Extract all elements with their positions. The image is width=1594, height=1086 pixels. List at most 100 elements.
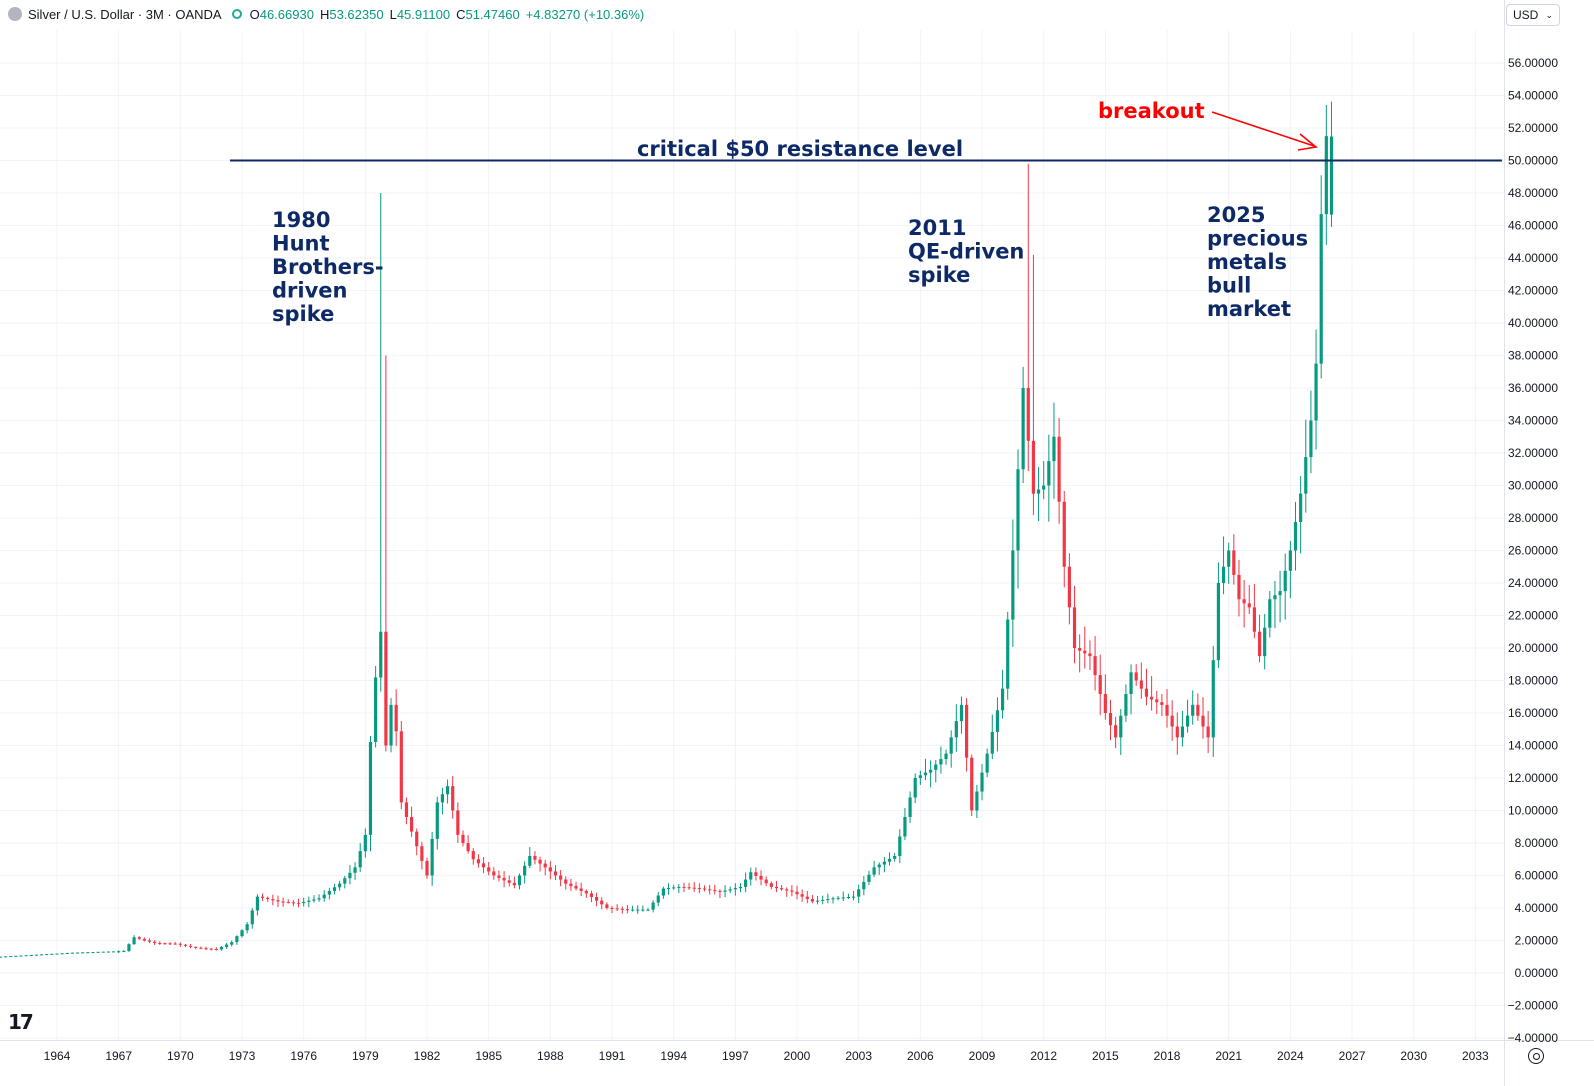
market-status-icon [231,9,242,19]
candle-body [209,948,213,950]
candle-body [975,791,979,811]
candle-body [903,817,907,837]
candle-body [389,704,393,746]
candle-body [1026,388,1030,441]
candle-body [302,901,306,904]
x-tick-label: 1985 [475,1049,502,1063]
gear-icon[interactable] [1528,1048,1544,1064]
candle-body [810,899,815,902]
y-tick-label: 40.00000 [1508,316,1558,330]
y-tick-label: 18.00000 [1508,674,1558,688]
y-tick-label: 6.00000 [1515,869,1559,883]
candle-body [970,757,974,811]
x-tick-label: 2003 [845,1049,872,1063]
candle-body [132,937,136,945]
candle-body [744,879,748,887]
candle-body [826,899,830,901]
candle-body [995,710,1000,732]
candle-body [759,875,763,880]
candle-body [980,772,984,792]
candle-body [497,875,501,878]
candle-body [1000,688,1005,711]
candle-body [147,940,152,942]
candle-body [1139,680,1143,689]
candle-body [780,888,784,890]
candle-body [456,810,460,835]
y-tick-label: 14.00000 [1508,739,1558,753]
candle-body [697,888,701,890]
symbol-title[interactable]: Silver / U.S. Dollar · 3M · OANDA [28,6,222,22]
candle-body [846,897,850,899]
candle-body [1031,440,1036,494]
candle-body [579,888,583,891]
candle-body [4,956,8,958]
candle-body [559,875,563,880]
currency-label: USD [1513,8,1539,22]
x-tick-label: 2021 [1215,1049,1242,1063]
candle-body [286,901,290,903]
candle-body [394,704,398,732]
candle-body [1175,726,1179,738]
candle-body [553,871,558,876]
candle-body [404,802,409,817]
candle-body [1288,550,1292,571]
legend-header: Silver / U.S. Dollar · 3M · OANDA O 46.66… [8,4,644,24]
candle-body [111,951,116,953]
y-tick-label: 50.00000 [1508,154,1558,168]
candle-body [39,954,44,956]
x-tick-label: 2000 [784,1049,811,1063]
currency-selector[interactable]: USD ⌄ [1506,4,1560,26]
tradingview-logo-icon[interactable]: 17 [8,1010,34,1034]
hunt-annotation-text: Hunt [272,232,330,256]
candle-body [296,902,301,904]
y-tick-label: 46.00000 [1508,219,1558,233]
y-tick-label: −4.00000 [1508,1031,1559,1045]
candle-body [523,865,527,876]
candle-body [420,846,424,861]
candle-body [918,775,922,778]
candle-body [1180,726,1185,738]
candle-body [50,953,54,955]
candle-body [1103,694,1107,713]
candle-body [1201,715,1205,727]
y-tick-label: 56.00000 [1508,56,1558,70]
candle-body [595,897,599,901]
y-tick-label: 2.00000 [1515,934,1559,948]
candle-body [194,946,198,948]
candle-body [343,878,347,884]
symbol-icon[interactable] [8,7,22,21]
open-value: 46.66930 [259,6,314,22]
candle-body [1257,631,1262,657]
candle-body [1083,650,1087,654]
candle-body [738,886,743,889]
x-tick-label: 1973 [229,1049,256,1063]
candle-body [749,872,753,880]
y-tick-label: 48.00000 [1508,186,1558,200]
breakout-arrowhead [1297,133,1318,151]
candle-body [307,900,311,902]
candle-body [1191,704,1195,716]
candle-body [1206,726,1210,738]
candle-body [1078,648,1082,651]
x-tick-label: 2012 [1030,1049,1057,1063]
candle-body [425,860,429,876]
candle-body [1062,501,1066,567]
close-value: 51.47460 [465,6,520,22]
breakout-arrow [1211,111,1315,147]
candle-body [815,900,820,902]
candle-body [173,943,177,945]
candle-body [487,867,491,872]
candle-body [1252,607,1256,632]
candle-body [528,856,532,866]
bull-annotation-text: bull [1207,274,1251,298]
candle-body [754,872,758,876]
candle-body [1088,653,1092,657]
y-tick-label: 22.00000 [1508,609,1558,623]
candle-body [702,888,707,890]
candle-body [512,882,516,886]
x-tick-label: 1970 [167,1049,194,1063]
hunt-annotation-text: 1980 [272,208,330,232]
candle-body [615,908,619,910]
candle-body [821,899,825,901]
